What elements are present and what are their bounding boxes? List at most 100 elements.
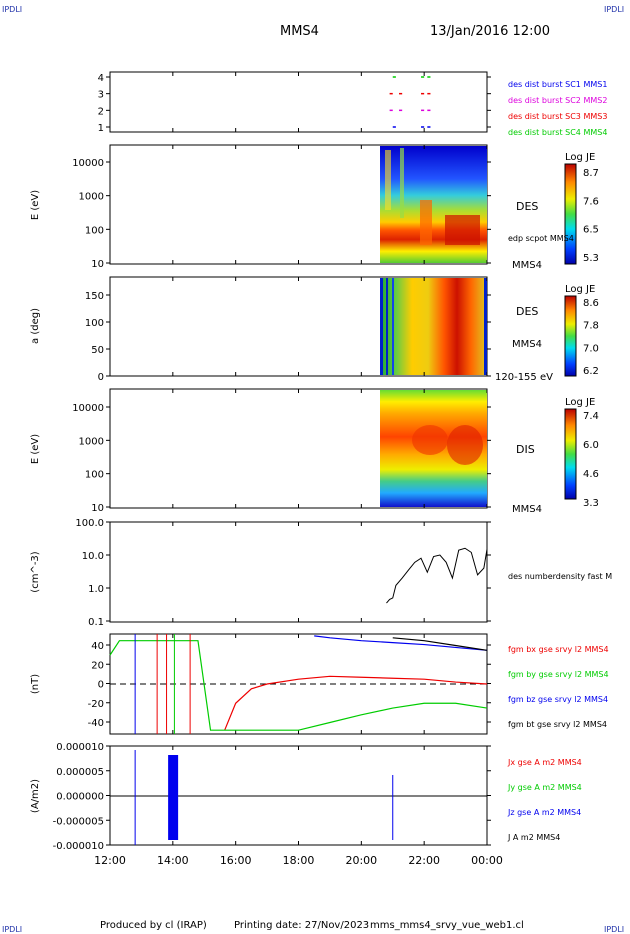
x-tick-label: 20:00 bbox=[345, 854, 377, 867]
corner-label-bottom-left: IPDLI bbox=[2, 925, 22, 934]
density-series-line bbox=[386, 547, 488, 604]
footer-filename: mms_mms4_srvy_vue_web1.cl bbox=[370, 920, 524, 931]
dis-energy-y-tick-label: 10 bbox=[91, 503, 104, 514]
colorbar-des-pitch-tick-label: 7.0 bbox=[583, 343, 599, 354]
bfield-legend-entry: fgm by gse srvy l2 MMS4 bbox=[508, 670, 609, 679]
des-energy-streak bbox=[400, 148, 404, 218]
des-energy-fill bbox=[380, 146, 487, 263]
colorbar-title: Log JE bbox=[565, 284, 595, 295]
des-pitch-stripe bbox=[484, 278, 487, 375]
density-y-tick-label: 0.1 bbox=[88, 617, 104, 628]
current-y-tick-label: 0.000010 bbox=[56, 742, 104, 753]
des-energy-patch bbox=[420, 200, 432, 245]
colorbar-des-energy-tick-label: 6.5 bbox=[583, 225, 599, 236]
panel-des-energy-sc: MMS4 bbox=[512, 260, 542, 271]
ylabel-density: (cm^-3) bbox=[30, 551, 41, 592]
des-energy-y-tick-label: 10 bbox=[91, 259, 104, 270]
x-tick-label: 22:00 bbox=[408, 854, 440, 867]
des-pitch-spectrogram bbox=[380, 278, 487, 375]
des-pitch-stripe bbox=[392, 278, 394, 375]
colorbar-des-energy-tick-label: 8.7 bbox=[583, 168, 599, 179]
burst-legend-entry: des dist burst SC4 MMS4 bbox=[508, 128, 607, 137]
ylabel-des-energy: E (eV) bbox=[30, 190, 41, 220]
colorbar-des-energy bbox=[564, 163, 577, 265]
des-energy-patch bbox=[445, 215, 480, 245]
des-pitch-y-tick-label: 150 bbox=[85, 291, 104, 302]
des-pitch-fill bbox=[380, 278, 487, 375]
bfield-legend-entry: fgm bx gse srvy l2 MMS4 bbox=[508, 645, 609, 654]
panel-density-frame bbox=[109, 521, 488, 623]
colorbar-dis-energy-tick-label: 7.4 bbox=[583, 411, 599, 422]
current-y-tick-label: 0.000000 bbox=[56, 792, 104, 803]
des-energy-y-tick-label: 100 bbox=[85, 225, 104, 236]
corner-label-top-left: IPDLI bbox=[2, 5, 22, 14]
x-tick-label: 14:00 bbox=[157, 854, 189, 867]
colorbar-dis-energy bbox=[564, 408, 577, 500]
footer-printing: Printing date: 27/Nov/2023 bbox=[234, 920, 369, 931]
colorbar-des-pitch bbox=[564, 295, 577, 377]
dis-energy-spectrogram bbox=[380, 390, 487, 507]
density-y-tick-label: 100.0 bbox=[75, 518, 104, 529]
current-y-tick-label: -0.000010 bbox=[53, 841, 104, 852]
colorbar-title: Log JE bbox=[565, 152, 595, 163]
dis-energy-patch bbox=[412, 425, 448, 455]
panel-density-legend: des numberdensity fast M bbox=[508, 572, 612, 581]
burst-y-tick-label: 3 bbox=[98, 90, 104, 101]
bfield-y-tick-label: -20 bbox=[88, 699, 104, 710]
bfield-series-line bbox=[224, 675, 488, 731]
colorbar-des-energy-tick-label: 7.6 bbox=[583, 196, 599, 207]
panel-dis-energy-label: DIS bbox=[516, 443, 535, 456]
panel-des-pitch-range: 120-155 eV bbox=[495, 372, 553, 383]
colorbar-des-pitch-tick-label: 6.2 bbox=[583, 366, 599, 377]
burst-legend-entry: des dist burst SC1 MMS1 bbox=[508, 80, 607, 89]
panel-burst-frame bbox=[109, 71, 488, 133]
des-energy-y-tick-label: 1000 bbox=[79, 192, 104, 203]
current-burst-block bbox=[168, 755, 179, 840]
current-legend-entry: Jx gse A m2 MMS4 bbox=[507, 758, 582, 767]
burst-y-tick-label: 1 bbox=[98, 123, 104, 134]
current-y-tick-label: -0.000005 bbox=[53, 816, 104, 827]
burst-legend-entry: des dist burst SC3 MMS3 bbox=[508, 112, 607, 121]
colorbar-dis-energy-tick-label: 4.6 bbox=[583, 469, 599, 480]
ylabel-current: (A/m2) bbox=[30, 779, 41, 813]
bfield-y-tick-label: 40 bbox=[91, 641, 104, 652]
dis-energy-y-tick-label: 10000 bbox=[72, 403, 104, 414]
colorbar-des-pitch-tick-label: 7.8 bbox=[583, 321, 599, 332]
bfield-series-line bbox=[109, 640, 488, 731]
ylabel-bfield: (nT) bbox=[30, 674, 41, 694]
density-y-tick-label: 10.0 bbox=[82, 551, 104, 562]
dis-energy-y-tick-label: 100 bbox=[85, 470, 104, 481]
bfield-series-line bbox=[314, 635, 488, 651]
bfield-legend-entry: fgm bt gse srvy l2 MMS4 bbox=[508, 720, 607, 729]
colorbar-title: Log JE bbox=[565, 397, 595, 408]
ylabel-des-pitch: a (deg) bbox=[30, 308, 41, 344]
x-tick-label: 18:00 bbox=[283, 854, 315, 867]
date-title: 13/Jan/2016 12:00 bbox=[430, 24, 550, 39]
x-tick-label: 12:00 bbox=[94, 854, 126, 867]
colorbar-des-energy-tick-label: 5.3 bbox=[583, 253, 599, 264]
burst-y-tick-label: 2 bbox=[98, 106, 104, 117]
density-y-tick-label: 1.0 bbox=[88, 584, 104, 595]
bfield-legend-entry: fgm bz gse srvy l2 MMS4 bbox=[508, 695, 608, 704]
des-pitch-y-tick-label: 100 bbox=[85, 318, 104, 329]
burst-legend-entry: des dist burst SC2 MMS2 bbox=[508, 96, 607, 105]
bfield-series-line bbox=[392, 637, 488, 651]
des-pitch-stripe bbox=[386, 278, 388, 375]
panel-des-energy-sublabel: edp scpot MMS4 bbox=[508, 234, 574, 243]
dis-energy-y-tick-label: 1000 bbox=[79, 436, 104, 447]
des-energy-y-tick-label: 10000 bbox=[72, 158, 104, 169]
des-pitch-y-tick-label: 50 bbox=[91, 345, 104, 356]
current-legend-entry: Jz gse A m2 MMS4 bbox=[507, 808, 581, 817]
current-y-tick-label: 0.000005 bbox=[56, 767, 104, 778]
current-legend-entry: J A m2 MMS4 bbox=[507, 833, 560, 842]
colorbar-dis-energy-tick-label: 3.3 bbox=[583, 498, 599, 509]
dynamic-chart-marks: 4321100001000100101501005001000010001001… bbox=[53, 72, 609, 867]
footer-produced: Produced by cl (IRAP) bbox=[100, 920, 207, 931]
bfield-y-tick-label: 0 bbox=[98, 680, 104, 691]
panel-dis-energy-sc: MMS4 bbox=[512, 504, 542, 515]
corner-label-top-right: IPDLI bbox=[604, 5, 624, 14]
des-energy-spectrogram bbox=[380, 146, 487, 263]
current-legend-entry: Jy gse A m2 MMS4 bbox=[507, 783, 582, 792]
bfield-y-tick-label: 20 bbox=[91, 660, 104, 671]
